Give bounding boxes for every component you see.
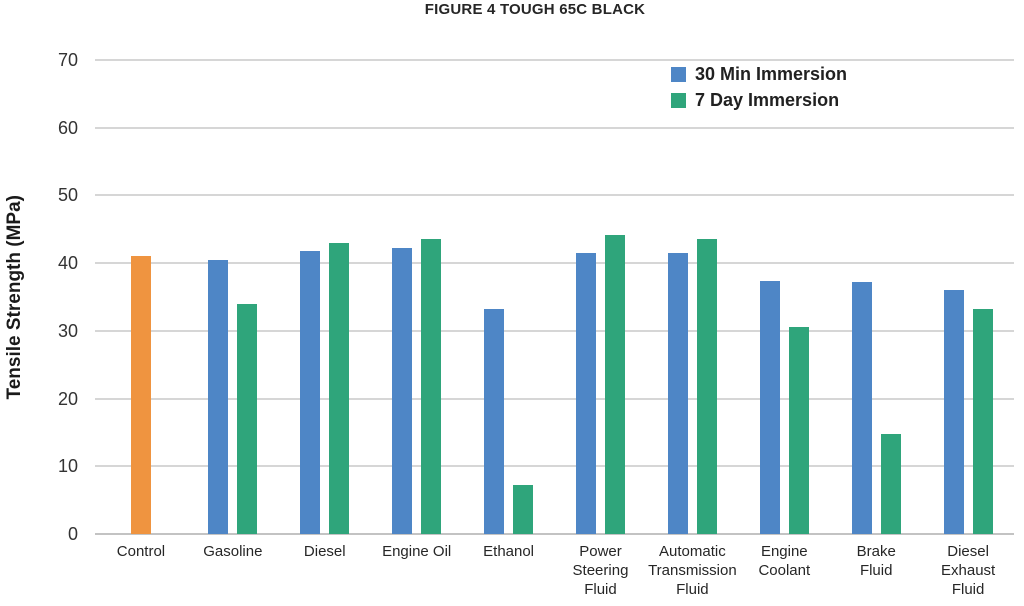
legend-swatch-blue-icon [671, 67, 686, 82]
bar-group [830, 60, 922, 534]
x-axis-labels: Control Gasoline Diesel Engine Oil Ethanol Po… [95, 542, 1014, 599]
y-tick-label: 60 [57, 117, 78, 138]
y-tick-label: 50 [57, 185, 78, 206]
legend-label-30-min-immersion: 30 Min Immersion [695, 64, 848, 84]
bar-30-min-immersion [208, 259, 229, 534]
legend: 30 Min Immersion 7 Day Immersion [671, 64, 847, 111]
gridline [95, 465, 1014, 468]
gridlines [95, 59, 1014, 535]
y-tick-label: 10 [57, 456, 78, 477]
bar-7-day-immersion [513, 484, 534, 534]
x-category-label: Engine Coolant [758, 543, 811, 579]
bar-30-min-immersion [943, 290, 964, 534]
bar-30-min-immersion [300, 250, 321, 534]
plot-area: 30 Min Immersion 7 Day Immersion [95, 59, 1014, 535]
x-axis-line [95, 533, 1014, 535]
y-axis-ticks: 0 10 20 30 40 50 60 70 [0, 50, 80, 544]
gridline [95, 329, 1014, 332]
bar-7-day-immersion [237, 303, 258, 534]
bar-group [371, 60, 463, 534]
bar-30-min-immersion [575, 253, 596, 534]
gridline [95, 59, 1014, 61]
bar-30-min-immersion [851, 282, 872, 534]
gridline [95, 194, 1014, 197]
gridline [95, 397, 1014, 400]
bar-30-min-immersion [759, 280, 780, 534]
bars-row [95, 60, 1014, 534]
bar-group [922, 60, 1014, 534]
bar-group [279, 60, 371, 534]
x-category-label: Automatic Transmission Fluid [648, 543, 737, 598]
bar-7-day-immersion [329, 242, 350, 534]
y-tick-label: 40 [57, 253, 78, 274]
bar-7-day-immersion [880, 434, 901, 534]
y-tick-label: 0 [67, 524, 78, 544]
bar-group [463, 60, 555, 534]
bar-30-min-immersion [667, 253, 688, 534]
x-category-label: Ethanol [483, 543, 535, 560]
x-category-label: Control [116, 543, 166, 560]
bar-7-day-immersion [604, 234, 625, 534]
x-category-label: Gasoline [203, 543, 263, 560]
y-tick-label: 70 [57, 50, 78, 70]
legend-swatch-green-icon [671, 93, 686, 108]
bar-group [646, 60, 738, 534]
legend-item-30-min-immersion: 30 Min Immersion [671, 64, 847, 85]
bar-group [187, 60, 279, 534]
chart-title: FIGURE 4 TOUGH 65C BLACK [424, 1, 646, 18]
bar-7-day-immersion [972, 308, 993, 534]
x-category-label: Engine Oil [382, 543, 452, 560]
x-category-label: Power Steering Fluid [572, 543, 629, 598]
legend-label-7-day-immersion: 7 Day Immersion [695, 90, 840, 110]
bar-30-min-immersion [392, 247, 413, 534]
bar-7-day-immersion [421, 239, 442, 534]
y-tick-label: 30 [57, 320, 78, 341]
bar-7-day-immersion [788, 327, 809, 534]
bar-7-day-immersion [696, 239, 717, 534]
gridline [95, 262, 1014, 265]
legend-item-7-day-immersion: 7 Day Immersion [671, 90, 847, 111]
bar-group [555, 60, 647, 534]
bar-control [130, 256, 151, 534]
bar-group [95, 60, 187, 534]
y-tick-label: 20 [57, 388, 78, 409]
gridline [95, 126, 1014, 129]
x-category-label: Brake Fluid [856, 543, 896, 579]
bar-group [738, 60, 830, 534]
x-category-label: Diesel [303, 543, 346, 560]
x-category-label: Diesel Exhaust Fluid [941, 543, 996, 598]
bar-30-min-immersion [484, 309, 505, 534]
